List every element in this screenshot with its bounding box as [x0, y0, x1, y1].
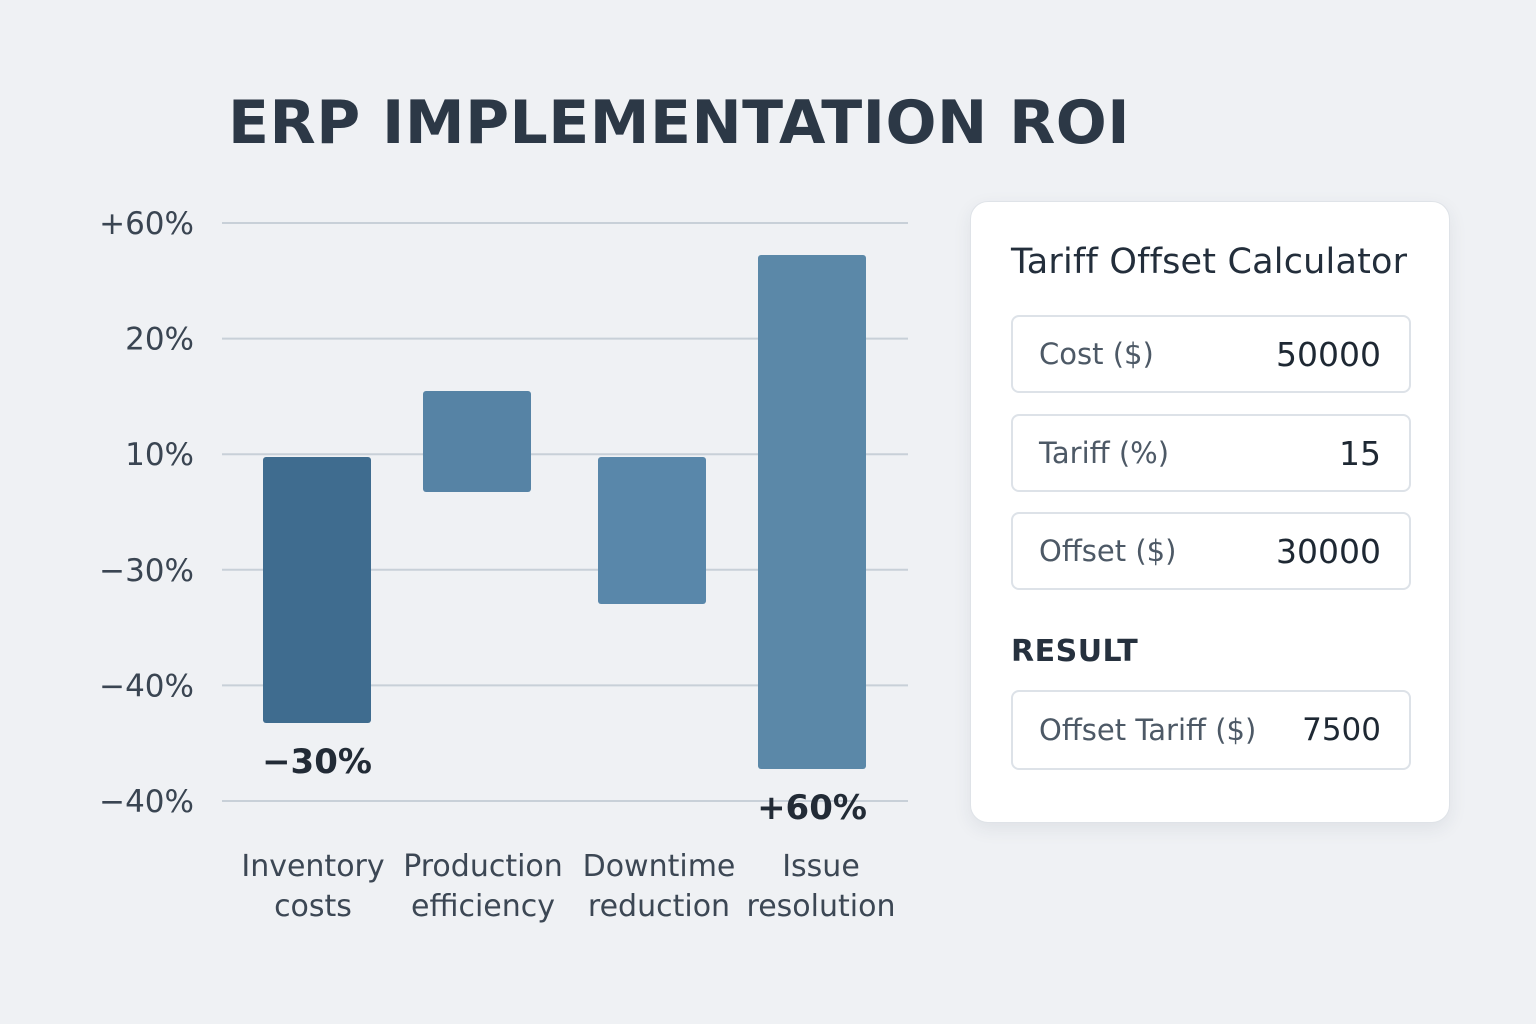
x-category-label-3-0: Issue — [782, 849, 860, 884]
bar-0 — [263, 457, 371, 723]
bar-1 — [423, 391, 531, 492]
y-tick-label-4: −40% — [99, 668, 194, 704]
offset-value[interactable]: 30000 — [1276, 531, 1381, 571]
bar-data-label-3: +60% — [757, 788, 867, 828]
result-heading: RESULT — [1011, 634, 1139, 669]
bar-3 — [758, 255, 866, 769]
x-category-label-2-0: Downtime — [583, 849, 736, 884]
offset-tariff-result: Offset Tariff ($) 7500 — [1011, 690, 1411, 770]
offset-label: Offset ($) — [1039, 534, 1177, 568]
calculator-title: Tariff Offset Calculator — [1011, 242, 1408, 282]
y-tick-label-5: −40% — [99, 784, 194, 820]
x-category-label-1-1: efficiency — [411, 889, 555, 924]
bar-2 — [598, 457, 706, 604]
y-tick-label-1: 20% — [125, 322, 194, 358]
offset-tariff-label: Offset Tariff ($) — [1039, 713, 1257, 747]
y-tick-label-3: −30% — [99, 553, 194, 589]
cost-value[interactable]: 50000 — [1276, 334, 1381, 374]
roi-chart: +60% 20% 10% −30% −40% −40% −30% +60% Inventory c… — [99, 206, 908, 924]
x-category-label-2-1: reduction — [588, 889, 730, 924]
bar-data-label-0: −30% — [262, 742, 372, 782]
x-category-label-1-0: Production — [403, 849, 563, 884]
y-tick-label-0: +60% — [99, 206, 194, 242]
page-title: ERP IMPLEMENTATION ROI — [228, 88, 1131, 158]
tariff-label: Tariff (%) — [1039, 436, 1170, 470]
x-category-label-0-1: costs — [274, 889, 352, 924]
x-category-label-0-0: Inventory — [241, 849, 384, 884]
tariff-value[interactable]: 15 — [1339, 433, 1381, 473]
cost-field[interactable]: Cost ($) 50000 — [1011, 315, 1411, 393]
x-category-label-3-1: resolution — [747, 889, 896, 924]
offset-field[interactable]: Offset ($) 30000 — [1011, 512, 1411, 590]
y-tick-label-2: 10% — [125, 437, 194, 473]
tariff-calculator-panel: Tariff Offset Calculator Cost ($) 50000 … — [970, 201, 1450, 823]
cost-label: Cost ($) — [1039, 337, 1154, 371]
tariff-field[interactable]: Tariff (%) 15 — [1011, 414, 1411, 492]
offset-tariff-value: 7500 — [1302, 712, 1381, 748]
